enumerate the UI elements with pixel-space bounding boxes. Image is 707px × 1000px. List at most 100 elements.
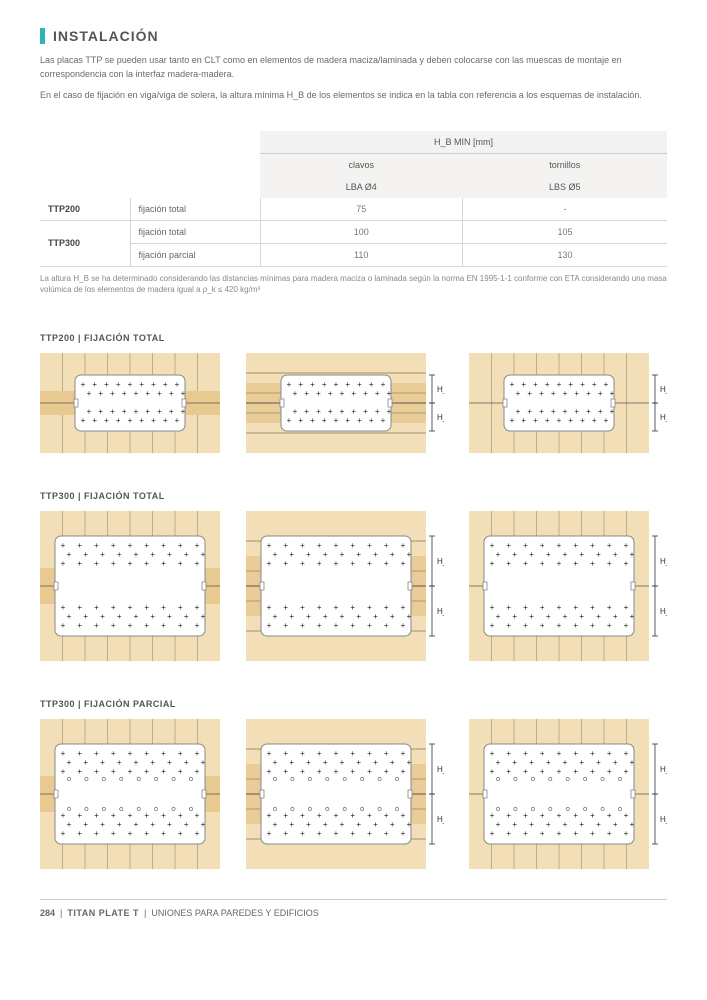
- diagram-panel: ++++++++++++++++++++++++++++++++++++++++…: [40, 719, 220, 869]
- svg-text:+: +: [283, 829, 288, 838]
- svg-text:+: +: [383, 829, 388, 838]
- svg-text:+: +: [77, 559, 82, 568]
- svg-text:+: +: [506, 603, 511, 612]
- svg-text:+: +: [111, 559, 116, 568]
- svg-text:+: +: [533, 416, 538, 425]
- svg-text:+: +: [298, 380, 303, 389]
- svg-text:+: +: [201, 758, 206, 767]
- svg-text:+: +: [339, 758, 344, 767]
- svg-text:+: +: [551, 407, 556, 416]
- svg-text:+: +: [574, 407, 579, 416]
- svg-text:+: +: [292, 389, 297, 398]
- svg-text:+: +: [590, 829, 595, 838]
- svg-text:+: +: [333, 811, 338, 820]
- svg-text:+: +: [169, 389, 174, 398]
- svg-text:+: +: [184, 758, 189, 767]
- svg-text:+: +: [289, 820, 294, 829]
- col-tornillos-sub: LBS Ø5: [462, 176, 667, 198]
- svg-text:+: +: [151, 380, 156, 389]
- svg-text:+: +: [61, 603, 66, 612]
- svg-text:+: +: [333, 559, 338, 568]
- svg-text:+: +: [368, 416, 373, 425]
- svg-text:+: +: [304, 407, 309, 416]
- svg-text:+: +: [111, 749, 116, 758]
- svg-text:+: +: [367, 621, 372, 630]
- svg-text:+: +: [128, 541, 133, 550]
- svg-text:+: +: [128, 767, 133, 776]
- svg-text:+: +: [157, 407, 162, 416]
- svg-text:H_B: H_B: [660, 765, 667, 774]
- svg-text:+: +: [367, 603, 372, 612]
- svg-text:+: +: [178, 749, 183, 758]
- col-tornillos: tornillos: [462, 153, 667, 176]
- svg-text:+: +: [144, 749, 149, 758]
- svg-text:+: +: [590, 621, 595, 630]
- svg-text:H_B: H_B: [660, 815, 667, 824]
- svg-text:+: +: [272, 550, 277, 559]
- row-fix: fijación total: [130, 220, 260, 243]
- svg-text:+: +: [184, 612, 189, 621]
- svg-text:+: +: [175, 416, 180, 425]
- svg-text:+: +: [506, 621, 511, 630]
- svg-text:+: +: [590, 541, 595, 550]
- diagram-panel: ++++++++++++++++++++++++++++++++++++ H_B…: [246, 353, 444, 453]
- svg-text:+: +: [321, 380, 326, 389]
- svg-text:+: +: [333, 767, 338, 776]
- svg-text:+: +: [373, 612, 378, 621]
- svg-text:+: +: [386, 407, 391, 416]
- svg-text:+: +: [630, 758, 635, 767]
- svg-text:+: +: [563, 820, 568, 829]
- svg-text:+: +: [551, 389, 556, 398]
- svg-text:+: +: [510, 380, 515, 389]
- svg-text:+: +: [590, 559, 595, 568]
- svg-text:+: +: [540, 541, 545, 550]
- svg-text:+: +: [316, 767, 321, 776]
- svg-text:+: +: [289, 612, 294, 621]
- svg-text:+: +: [77, 621, 82, 630]
- svg-text:+: +: [339, 389, 344, 398]
- svg-text:+: +: [266, 811, 271, 820]
- svg-text:+: +: [613, 550, 618, 559]
- svg-text:+: +: [351, 389, 356, 398]
- svg-text:+: +: [557, 749, 562, 758]
- svg-text:+: +: [292, 407, 297, 416]
- svg-text:+: +: [367, 541, 372, 550]
- svg-text:+: +: [539, 407, 544, 416]
- svg-text:+: +: [506, 767, 511, 776]
- svg-text:+: +: [350, 541, 355, 550]
- row-v2: 130: [462, 243, 667, 266]
- svg-text:H_B: H_B: [437, 607, 444, 616]
- svg-text:+: +: [373, 758, 378, 767]
- section-header: INSTALACIÓN: [40, 28, 667, 44]
- svg-text:+: +: [117, 612, 122, 621]
- svg-text:+: +: [184, 820, 189, 829]
- svg-text:+: +: [545, 380, 550, 389]
- svg-text:+: +: [134, 820, 139, 829]
- svg-text:H_B: H_B: [437, 413, 444, 422]
- svg-text:+: +: [157, 389, 162, 398]
- svg-text:+: +: [111, 829, 116, 838]
- svg-text:+: +: [310, 380, 315, 389]
- svg-text:+: +: [512, 758, 517, 767]
- svg-text:+: +: [579, 612, 584, 621]
- svg-text:+: +: [389, 550, 394, 559]
- svg-text:+: +: [490, 767, 495, 776]
- svg-text:+: +: [94, 621, 99, 630]
- svg-text:+: +: [523, 559, 528, 568]
- svg-text:+: +: [579, 758, 584, 767]
- svg-text:+: +: [630, 550, 635, 559]
- diagram-section: TTP300 | FIJACIÓN PARCIAL ++++++++++++++…: [40, 699, 667, 869]
- svg-text:+: +: [624, 603, 629, 612]
- svg-text:+: +: [506, 811, 511, 820]
- row-code: TTP300: [40, 220, 130, 266]
- svg-text:+: +: [540, 559, 545, 568]
- intro-paragraph-2: En el caso de fijación en viga/viga de s…: [40, 89, 667, 103]
- svg-text:+: +: [557, 559, 562, 568]
- svg-text:+: +: [580, 380, 585, 389]
- svg-text:+: +: [61, 749, 66, 758]
- row-v1: 110: [260, 243, 462, 266]
- svg-text:+: +: [322, 550, 327, 559]
- svg-text:+: +: [579, 820, 584, 829]
- intro-paragraph-1: Las placas TTP se pueden usar tanto en C…: [40, 54, 667, 81]
- svg-text:+: +: [144, 811, 149, 820]
